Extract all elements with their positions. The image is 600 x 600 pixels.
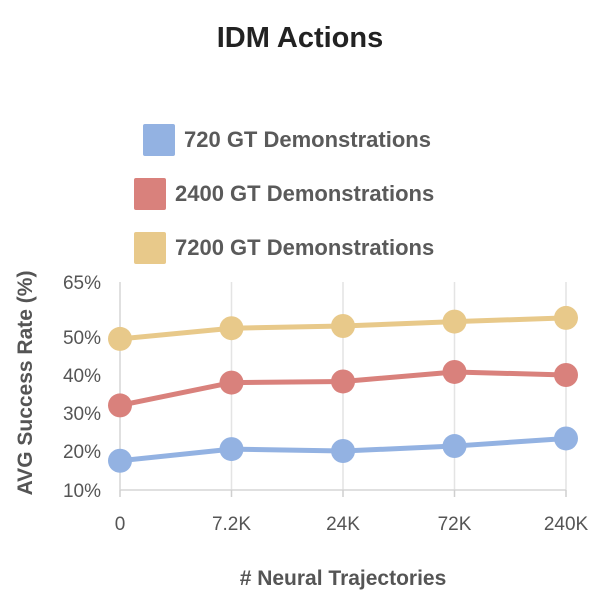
x-tick-label: 0 xyxy=(115,514,126,535)
data-point xyxy=(554,363,578,387)
y-tick-label: 40% xyxy=(63,366,101,387)
data-point xyxy=(331,314,355,338)
x-tick-label: 7.2K xyxy=(212,514,251,535)
y-tick-label: 10% xyxy=(63,481,101,502)
grid-lines xyxy=(230,282,567,490)
chart-title: IDM Actions xyxy=(216,22,384,54)
tick-labels: 0 7.2K 24K 72K 240K 65% 50% 40% 30% 20% 10% xyxy=(63,273,589,535)
y-tick-label: 20% xyxy=(63,442,101,463)
legend-swatch-7200 xyxy=(134,232,166,264)
data-point xyxy=(442,359,467,384)
legend-swatch-720 xyxy=(143,124,175,156)
data-point xyxy=(331,369,355,394)
legend-label-720: 720 GT Demonstrations xyxy=(184,127,431,152)
data-point xyxy=(219,316,244,341)
legend-label-7200: 7200 GT Demonstrations xyxy=(175,235,435,260)
data-point xyxy=(331,439,355,463)
x-axis-title: # Neural Trajectories xyxy=(240,567,447,590)
series-layer xyxy=(108,305,578,473)
legend-item-7200[interactable]: 7200 GT Demonstrations xyxy=(134,232,434,264)
x-tick-label: 72K xyxy=(438,514,472,535)
data-point xyxy=(442,434,467,459)
data-point xyxy=(108,393,132,418)
data-point xyxy=(554,305,578,330)
legend-swatch-2400 xyxy=(134,178,166,210)
data-point xyxy=(108,326,132,351)
data-point xyxy=(108,448,132,473)
data-point xyxy=(554,426,578,451)
y-tick-label: 65% xyxy=(63,273,101,294)
x-tick-label: 24K xyxy=(326,514,360,535)
legend-item-2400[interactable]: 2400 GT Demonstrations xyxy=(134,178,434,210)
x-tick-label: 240K xyxy=(544,514,589,535)
data-point xyxy=(219,437,244,462)
legend-label-2400: 2400 GT Demonstrations xyxy=(175,181,435,206)
y-axis-title: AVG Success Rate (%) xyxy=(14,271,37,496)
y-tick-label: 50% xyxy=(63,328,101,349)
legend-item-720[interactable]: 720 GT Demonstrations xyxy=(143,124,431,156)
y-tick-label: 30% xyxy=(63,404,101,425)
data-point xyxy=(442,309,467,334)
data-point xyxy=(219,370,244,395)
